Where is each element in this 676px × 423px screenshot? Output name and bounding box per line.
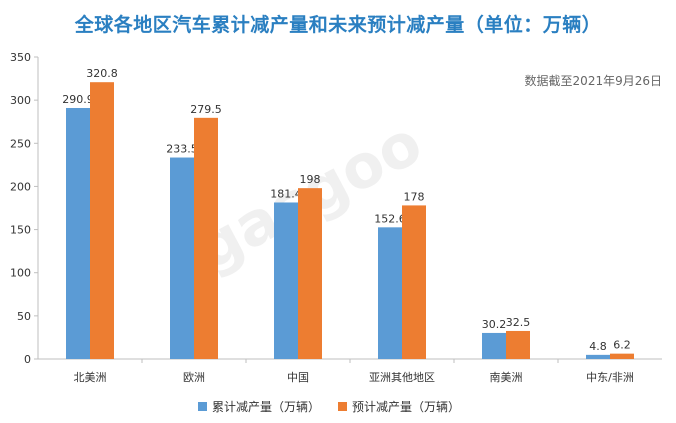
data-label-forecast: 32.5 [506,316,531,329]
data-label-cumulative: 233.5 [166,143,198,156]
data-label-cumulative: 181.4 [270,187,302,200]
legend-item-cumulative: 累计减产量（万辆） [198,398,320,415]
y-tick-label: 200 [10,180,31,193]
legend-swatch-cumulative [198,402,207,411]
legend-swatch-forecast [338,402,347,411]
chart-title: 全球各地区汽车累计减产量和未来预计减产量（单位：万辆） [74,14,602,36]
data-label-cumulative: 30.2 [482,318,507,331]
data-label-forecast: 320.8 [86,67,118,80]
x-tick-label: 欧洲 [183,371,205,384]
legend-item-forecast: 预计减产量（万辆） [338,398,460,415]
bar-forecast [298,188,322,359]
x-tick-label: 南美洲 [490,371,523,384]
data-date-note: 数据截至2021年9月26日 [524,74,662,88]
data-label-cumulative: 152.6 [374,212,406,225]
y-tick-label: 100 [10,267,31,280]
y-tick-label: 300 [10,94,31,107]
y-tick-label: 50 [17,310,31,323]
x-tick-label: 亚洲其他地区 [369,371,435,384]
x-tick-label: 北美洲 [74,371,107,384]
x-tick-label: 中东/非洲 [586,371,634,384]
x-tick-label: 中国 [287,371,309,384]
data-label-forecast: 279.5 [190,103,222,116]
data-label-cumulative: 4.8 [589,340,607,353]
bar-cumulative [170,157,194,359]
data-label-forecast: 6.2 [613,339,631,352]
data-label-cumulative: 290.9 [62,93,94,106]
bar-cumulative [586,354,610,359]
y-tick-label: 250 [10,137,31,150]
bar-cumulative [482,332,506,359]
legend-label-cumulative: 累计减产量（万辆） [212,400,321,414]
bar-forecast [194,117,218,360]
bar-cumulative [66,107,90,359]
legend-label-forecast: 预计减产量（万辆） [352,400,461,414]
bar-cumulative [378,227,402,359]
data-label-forecast: 178 [404,190,425,203]
bar-forecast [610,353,634,359]
bar-forecast [506,330,530,359]
bar-forecast [90,82,114,359]
data-label-forecast: 198 [300,173,321,186]
bar-forecast [402,205,426,359]
y-tick-label: 150 [10,224,31,237]
y-tick-label: 0 [24,353,31,366]
bar-cumulative [274,202,298,359]
y-tick-label: 350 [10,51,31,64]
